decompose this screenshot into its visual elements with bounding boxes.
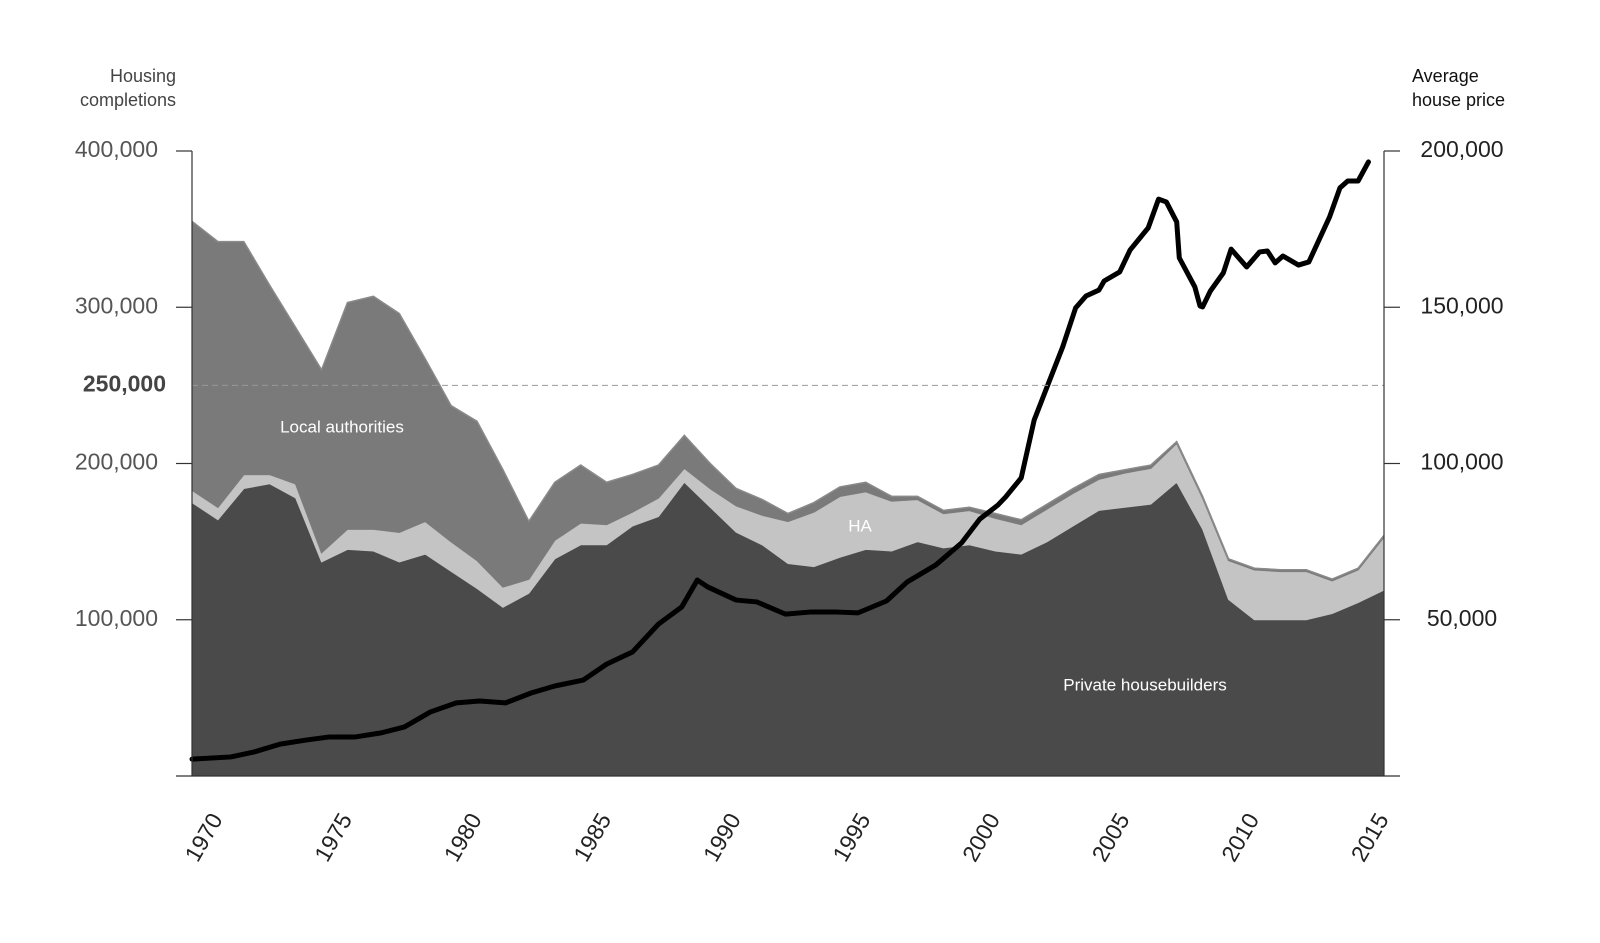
x-tick-label: 1985: [568, 809, 616, 866]
x-tick-label: 1995: [827, 809, 875, 866]
x-tick-label: 1980: [439, 809, 487, 866]
x-tick-label: 2000: [957, 809, 1005, 866]
x-tick-label: 1975: [309, 809, 357, 866]
price-line: [189, 159, 1371, 762]
reference-label: 250,000: [83, 370, 166, 396]
area-label: Private housebuilders: [1063, 675, 1226, 694]
x-tick-label: 1990: [698, 809, 746, 866]
y2-tick-label: 150,000: [1420, 292, 1503, 318]
y-tick-label: 300,000: [75, 292, 158, 318]
area-label: HA: [848, 516, 872, 535]
y2-tick-label: 100,000: [1420, 449, 1503, 475]
y-tick-label: 100,000: [75, 605, 158, 631]
x-tick-label: 1970: [179, 809, 227, 866]
y-tick-label: 200,000: [75, 449, 158, 475]
y-tick-label: 400,000: [75, 136, 158, 162]
x-tick-label: 2010: [1216, 809, 1264, 866]
x-tick-label: 2005: [1086, 809, 1134, 866]
y2-axis-title: Average house price: [1412, 66, 1506, 110]
y2-tick-label: 50,000: [1427, 605, 1497, 631]
x-tick-label: 2015: [1346, 809, 1394, 866]
y-axis-title: Housing completions: [79, 66, 176, 110]
area-edge: [191, 220, 1385, 580]
area-label: Local authorities: [280, 417, 404, 436]
y2-tick-label: 200,000: [1420, 136, 1503, 162]
